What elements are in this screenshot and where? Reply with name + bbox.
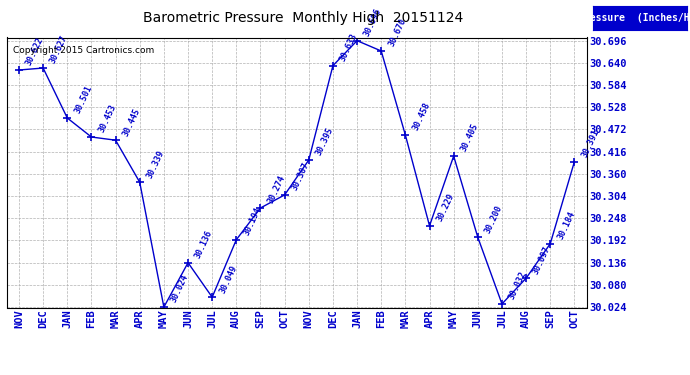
Text: 30.194: 30.194 — [242, 206, 263, 237]
Text: 30.024: 30.024 — [170, 273, 190, 304]
Text: 30.049: 30.049 — [218, 263, 239, 294]
Text: 30.445: 30.445 — [121, 106, 142, 137]
Text: 30.395: 30.395 — [315, 126, 335, 157]
Text: 30.405: 30.405 — [460, 122, 480, 153]
Text: 30.136: 30.136 — [194, 229, 215, 260]
Text: 30.229: 30.229 — [435, 192, 456, 223]
Text: 30.627: 30.627 — [49, 34, 70, 65]
Text: 30.307: 30.307 — [290, 161, 311, 192]
Text: 30.633: 30.633 — [339, 32, 359, 63]
Text: 30.097: 30.097 — [532, 244, 553, 275]
Text: 30.391: 30.391 — [580, 128, 601, 159]
Text: 30.200: 30.200 — [484, 204, 504, 234]
Text: 30.453: 30.453 — [97, 103, 118, 134]
Text: 30.032: 30.032 — [508, 270, 529, 301]
Text: Copyright 2015 Cartronics.com: Copyright 2015 Cartronics.com — [12, 46, 154, 55]
Text: 30.670: 30.670 — [387, 17, 408, 48]
Text: 30.339: 30.339 — [146, 148, 166, 179]
Text: 30.696: 30.696 — [363, 7, 384, 38]
Text: 30.501: 30.501 — [73, 84, 94, 115]
Text: 30.622: 30.622 — [25, 36, 46, 67]
Text: Barometric Pressure  Monthly High  20151124: Barometric Pressure Monthly High 2015112… — [144, 11, 464, 25]
Text: 30.458: 30.458 — [411, 101, 432, 132]
Text: 30.184: 30.184 — [556, 210, 577, 241]
Text: 30.274: 30.274 — [266, 174, 287, 205]
Text: Pressure  (Inches/Hg): Pressure (Inches/Hg) — [578, 13, 690, 23]
